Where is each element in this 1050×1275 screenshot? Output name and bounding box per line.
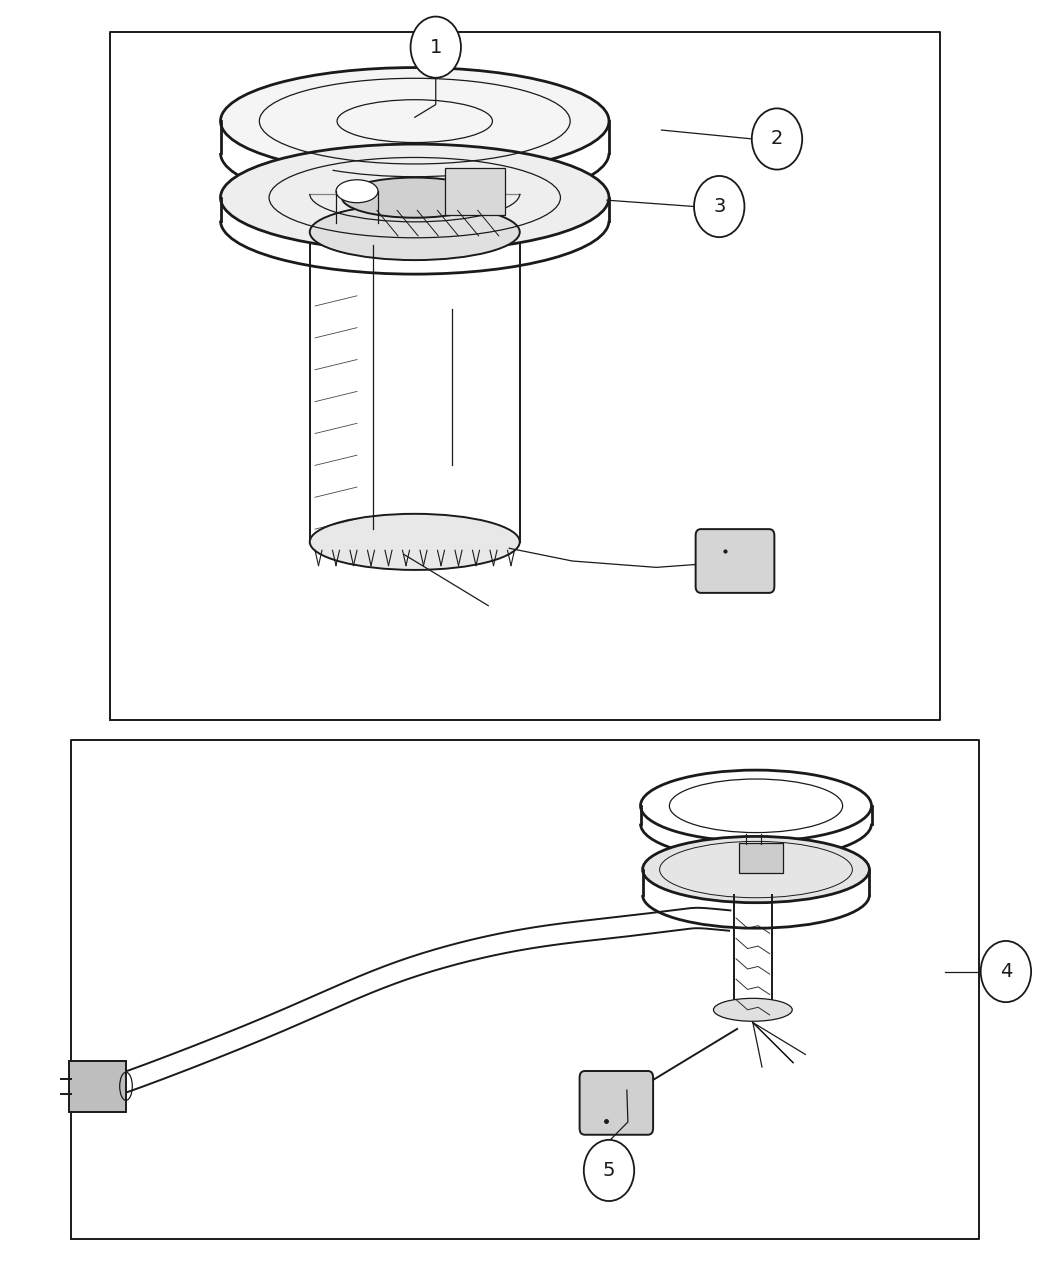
Ellipse shape (220, 144, 609, 251)
Ellipse shape (310, 514, 520, 570)
Circle shape (752, 108, 802, 170)
Text: 1: 1 (429, 38, 442, 56)
Text: 5: 5 (603, 1162, 615, 1179)
Text: 2: 2 (771, 130, 783, 148)
Ellipse shape (714, 998, 793, 1021)
FancyBboxPatch shape (580, 1071, 653, 1135)
FancyBboxPatch shape (69, 1061, 126, 1112)
Ellipse shape (643, 836, 869, 903)
Circle shape (411, 17, 461, 78)
FancyBboxPatch shape (445, 168, 505, 215)
Circle shape (694, 176, 744, 237)
Text: 3: 3 (713, 198, 726, 215)
Circle shape (584, 1140, 634, 1201)
Ellipse shape (342, 177, 487, 218)
Text: 4: 4 (1000, 963, 1012, 980)
Circle shape (981, 941, 1031, 1002)
FancyBboxPatch shape (695, 529, 774, 593)
Ellipse shape (336, 180, 378, 203)
Ellipse shape (310, 204, 520, 260)
Ellipse shape (220, 68, 609, 175)
FancyBboxPatch shape (739, 843, 783, 873)
